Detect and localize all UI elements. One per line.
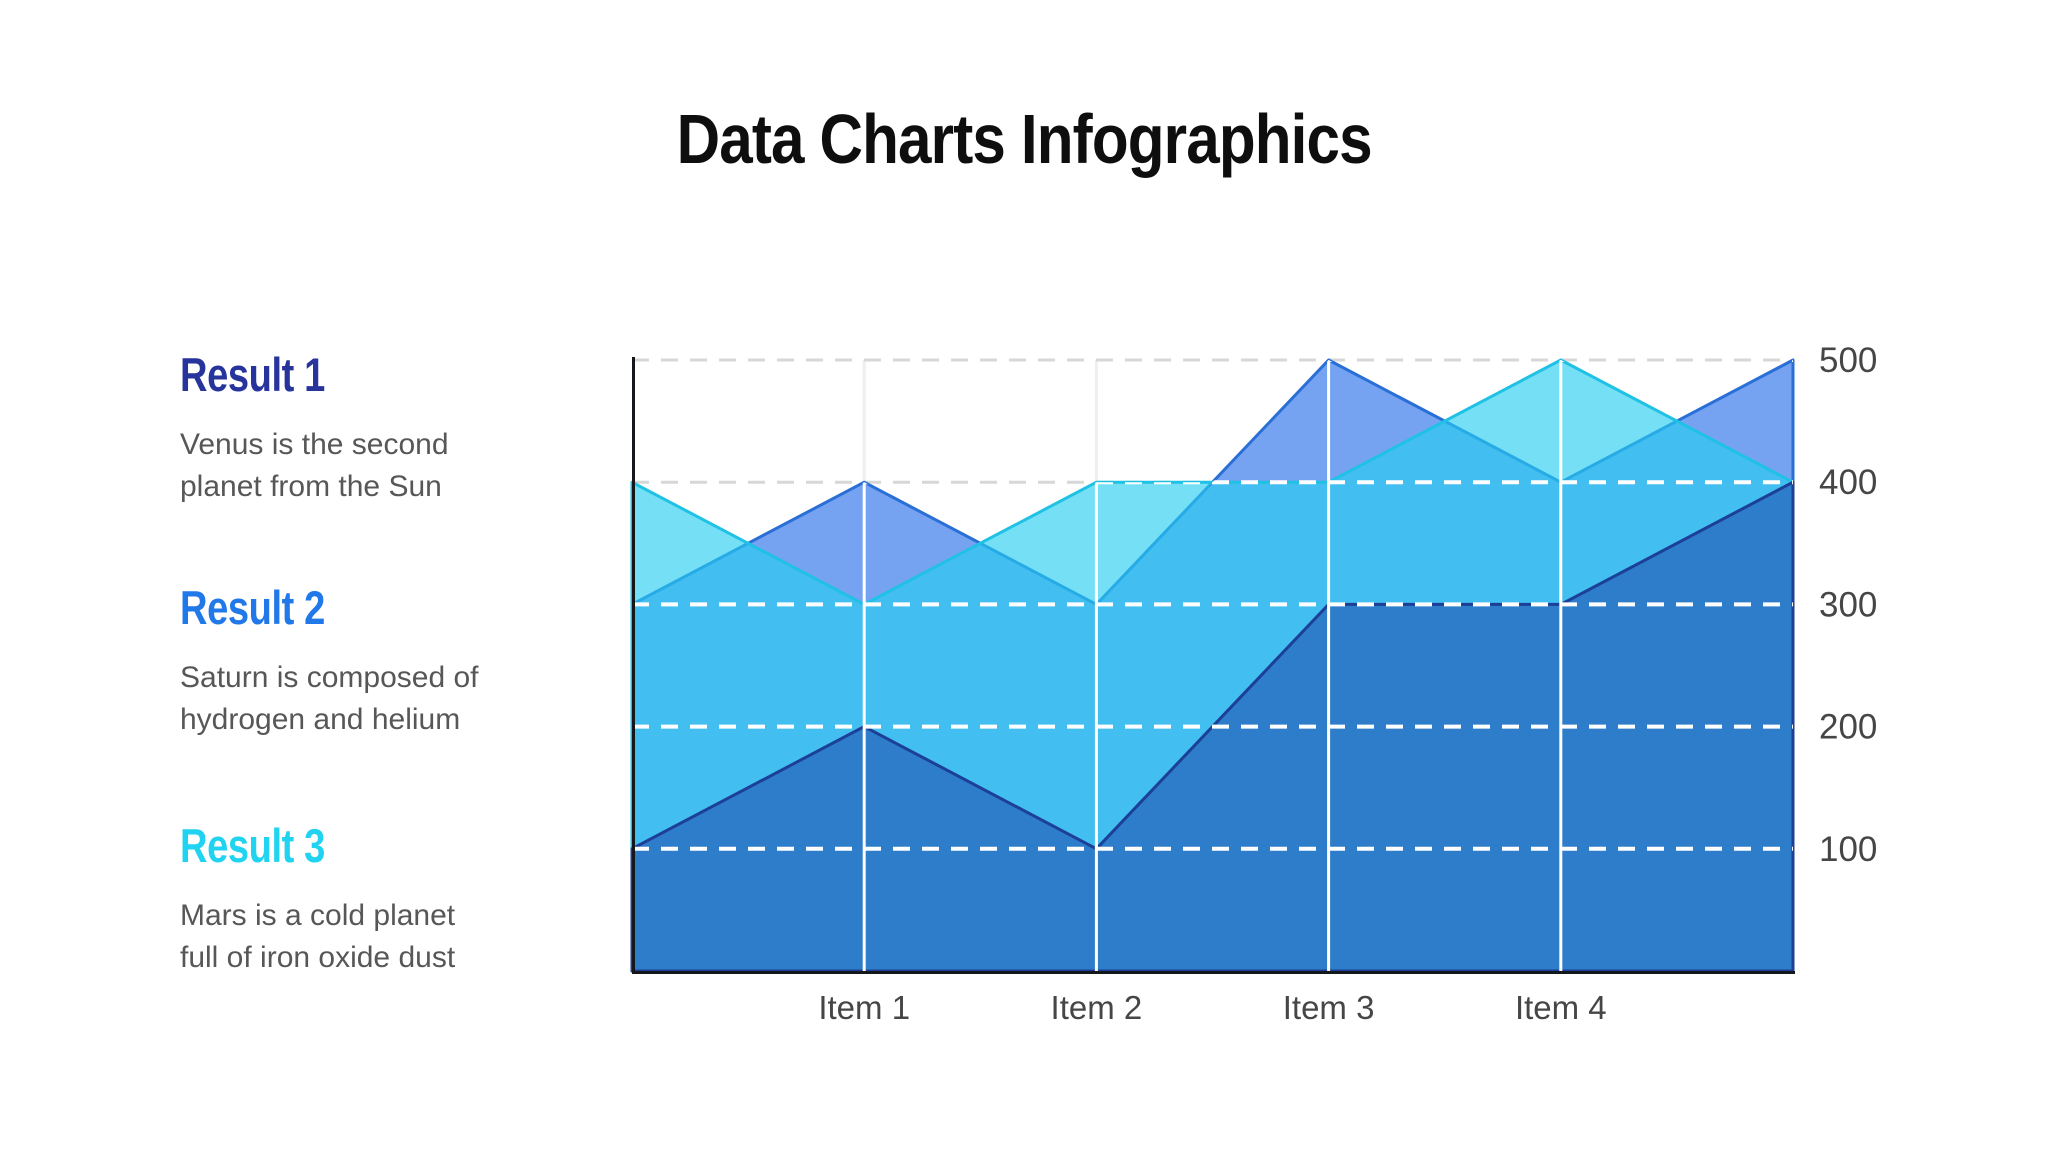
x-tick-label-1: Item 1 <box>818 989 910 1026</box>
y-tick-label-500: 500 <box>1819 341 1877 380</box>
x-tick-label-3: Item 3 <box>1283 989 1375 1026</box>
result-1-desc-line2: planet from the Sun <box>180 470 442 503</box>
y-tick-label-300: 300 <box>1819 585 1877 624</box>
result-2-heading: Result 2 <box>180 584 600 631</box>
result-3-label: Result 3 <box>180 819 325 872</box>
y-tick-label-200: 200 <box>1819 708 1877 747</box>
result-1-desc-line1: Venus is the second <box>180 428 449 461</box>
x-tick-label-4: Item 4 <box>1515 989 1607 1026</box>
series-areas <box>630 358 1795 973</box>
result-2-desc-line1: Saturn is composed of <box>180 661 479 694</box>
result-1-heading: Result 1 <box>180 351 600 398</box>
page-title: Data Charts Infographics <box>0 104 2048 174</box>
result-2-description: Saturn is composed of hydrogen and heliu… <box>180 657 600 741</box>
result-2-block: Result 2 Saturn is composed of hydrogen … <box>180 584 600 741</box>
result-1-block: Result 1 Venus is the second planet from… <box>180 351 600 508</box>
y-tick-label-100: 100 <box>1819 830 1877 869</box>
result-1-description: Venus is the second planet from the Sun <box>180 424 600 508</box>
result-3-heading: Result 3 <box>180 822 600 869</box>
result-1-label: Result 1 <box>180 348 325 401</box>
result-3-desc-line1: Mars is a cold planet <box>180 899 456 932</box>
page-title-text: Data Charts Infographics <box>676 100 1372 178</box>
result-3-desc-line2: full of iron oxide dust <box>180 941 456 974</box>
x-tick-label-2: Item 2 <box>1051 989 1143 1026</box>
result-2-desc-line2: hydrogen and helium <box>180 703 461 736</box>
y-tick-label-400: 400 <box>1819 463 1877 502</box>
result-3-description: Mars is a cold planet full of iron oxide… <box>180 895 600 979</box>
result-3-block: Result 3 Mars is a cold planet full of i… <box>180 822 600 979</box>
result-2-label: Result 2 <box>180 581 325 634</box>
